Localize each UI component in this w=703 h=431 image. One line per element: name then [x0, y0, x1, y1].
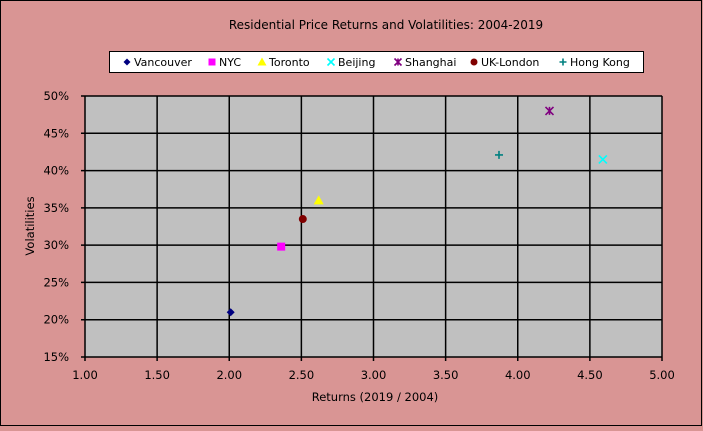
point-toronto: [313, 195, 324, 205]
legend-label-vancouver: Vancouver: [134, 56, 192, 69]
y-tick-label: 15%: [43, 350, 69, 364]
point-beijing: [598, 154, 608, 164]
legend-marker-uk-london: [470, 58, 478, 66]
x-tick-label: 2.00: [216, 368, 242, 382]
x-tick-label: 3.00: [361, 368, 387, 382]
y-tick-label: 50%: [43, 89, 69, 103]
legend-box: [109, 51, 644, 73]
x-tick-label: 1.00: [72, 368, 98, 382]
x-axis-label: Returns (2019 / 2004): [312, 390, 439, 404]
x-tick-label: 5.00: [649, 368, 675, 382]
y-axis-label: Volatilities: [23, 196, 37, 255]
legend-label-beijing: Beijing: [338, 56, 375, 69]
x-tick-label: 2.50: [289, 368, 315, 382]
legend-marker-hong-kong: [559, 58, 567, 66]
legend: Vancouver NYC Toronto Beijing Shanghai UK-Lon…: [109, 51, 644, 73]
legend-label-shanghai: Shanghai: [405, 56, 456, 69]
legend-marker-beijing: [326, 57, 336, 67]
y-tick-label: 30%: [43, 238, 69, 252]
legend-marker-vancouver: [123, 58, 131, 66]
legend-label-uk-london: UK-London: [481, 56, 539, 69]
legend-items: Vancouver NYC Toronto Beijing Shanghai UK-Lon…: [123, 56, 630, 69]
plot-area: 1.00 1.50 2.00 2.50 3.00 3.50 4.00 4.50 5.00 15% 2…: [43, 89, 674, 382]
legend-label-toronto: Toronto: [268, 56, 310, 69]
y-tick-label: 35%: [43, 201, 69, 215]
point-vancouver: [226, 308, 235, 317]
legend-label-hong-kong: Hong Kong: [570, 56, 630, 69]
point-hong-kong: [494, 150, 503, 159]
y-tick-label: 25%: [43, 275, 69, 289]
tick-labels: 1.00 1.50 2.00 2.50 3.00 3.50 4.00 4.50 5.00 15% 2…: [43, 89, 674, 382]
legend-marker-shanghai: [393, 57, 403, 67]
point-shanghai: [544, 106, 555, 116]
legend-label-nyc: NYC: [219, 56, 241, 69]
x-tick-label: 4.50: [577, 368, 603, 382]
point-uk-london: [298, 215, 307, 224]
gridlines: [81, 95, 663, 361]
x-tick-label: 3.50: [433, 368, 459, 382]
y-tick-label: 40%: [43, 164, 69, 178]
x-tick-label: 1.50: [144, 368, 170, 382]
legend-marker-toronto: [257, 57, 267, 66]
data-points: [226, 106, 608, 317]
y-tick-label: 45%: [43, 126, 69, 140]
y-tick-label: 20%: [43, 313, 69, 327]
x-tick-label: 4.00: [505, 368, 531, 382]
legend-marker-nyc: [208, 58, 216, 66]
point-nyc: [277, 242, 286, 251]
chart-title: Residential Price Returns and Volatiliti…: [229, 18, 543, 32]
